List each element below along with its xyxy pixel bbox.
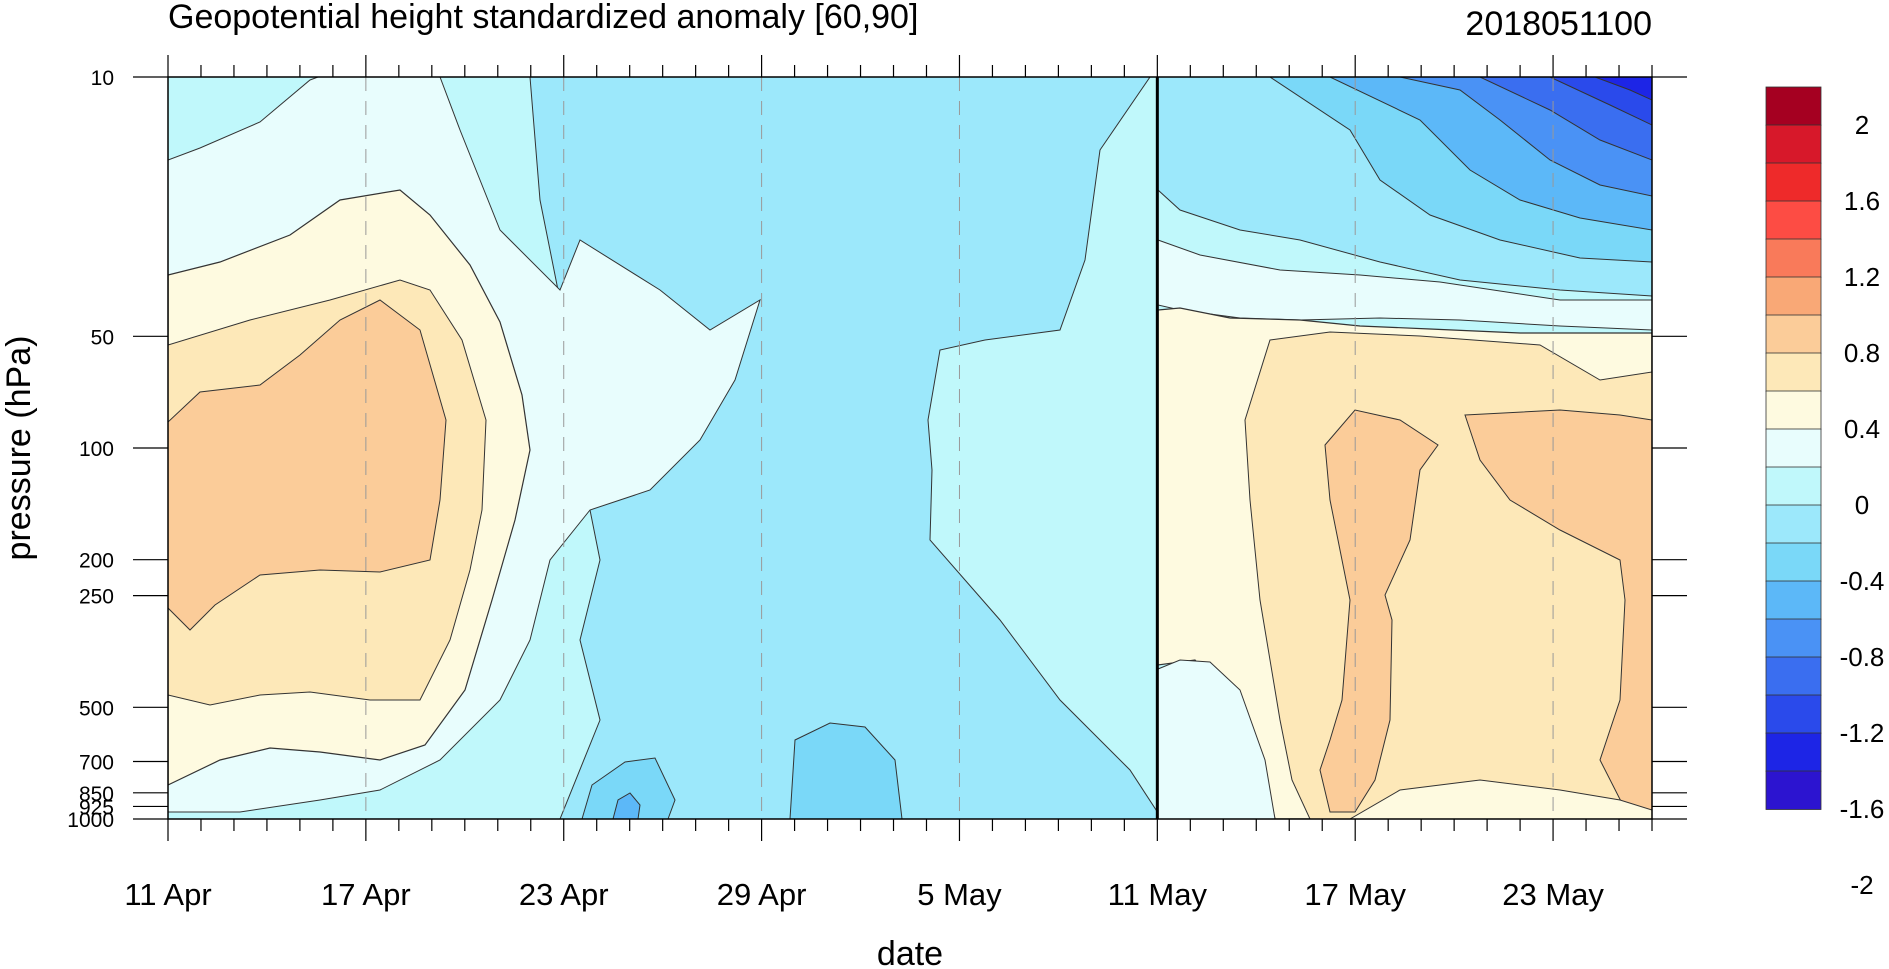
colorbar-label: -0.4 (1840, 566, 1885, 596)
date-grid (365, 77, 1554, 819)
colorbar-label: -2 (1850, 870, 1873, 900)
anomaly-band-positive-right-3 (1464, 409, 1652, 819)
colorbar-label: -1.6 (1840, 794, 1885, 824)
colorbar-swatch (1765, 694, 1822, 734)
y-tick-label: 500 (79, 697, 114, 720)
x-tick-label: 11 Apr (124, 877, 211, 912)
x-tick-label: 29 Apr (717, 877, 807, 912)
colorbar-swatch (1765, 770, 1822, 810)
y-tick-label: 1000 (67, 809, 114, 832)
y-tick-label: 100 (79, 438, 114, 461)
chart-title: Geopotential height standardized anomaly… (168, 0, 918, 36)
x-tick-labels: 11 Apr 17 Apr 23 Apr 29 Apr 5 May 11 May 17 Ma… (124, 877, 1604, 912)
colorbar-swatch (1765, 314, 1822, 354)
colorbar-swatch (1765, 390, 1822, 430)
colorbar-swatch (1765, 238, 1822, 278)
x-tick-label: 11 May (1108, 877, 1208, 912)
y-tick-label: 250 (79, 586, 114, 609)
colorbar-swatch (1765, 580, 1822, 620)
colorbar-label: 2 (1855, 110, 1869, 140)
colorbar-label: -1.2 (1840, 718, 1885, 748)
anomaly-band-negative-right-7 (1594, 77, 1652, 101)
anomaly-band-zero-right-surface (1157, 659, 1276, 819)
colorbar-swatch (1765, 732, 1822, 772)
colorbar-label: -0.8 (1840, 642, 1885, 672)
anomaly-band-negative-surface-b (612, 792, 641, 819)
colorbar-swatch (1765, 352, 1822, 392)
colorbar-swatch (1765, 618, 1822, 658)
y-tick-label: 925 (79, 796, 114, 819)
y-tick-label: 700 (79, 752, 114, 775)
colorbar-swatch (1765, 542, 1822, 582)
anomaly-band-negative-surface-c (789, 722, 903, 819)
x-tick-label: 23 Apr (519, 877, 609, 912)
colorbar-label: 0.8 (1844, 338, 1880, 368)
anomaly-band-positive-right-1 (1244, 331, 1652, 819)
y-tick-label: 850 (79, 783, 114, 806)
colorbar-swatch (1765, 504, 1822, 544)
axis-ticks (133, 55, 1687, 841)
y-tick-label: 200 (79, 550, 114, 573)
colorbar-label: 1.6 (1844, 186, 1880, 216)
colorbar-swatch (1765, 276, 1822, 316)
anomaly-band-negative-surface-a (581, 757, 676, 819)
colorbar-swatch (1765, 124, 1822, 164)
colorbar-label: 0.4 (1844, 414, 1880, 444)
y-tick-label: 10 (91, 67, 114, 90)
colorbar-swatch (1765, 162, 1822, 202)
x-tick-label: 17 May (1304, 877, 1406, 912)
colorbar-label: 0 (1855, 490, 1869, 520)
colorbar-swatch (1765, 466, 1822, 506)
x-tick-label: 23 May (1502, 877, 1604, 912)
y-tick-label: 50 (91, 326, 114, 349)
colorbar-swatch (1765, 428, 1822, 468)
x-tick-label: 17 Apr (321, 877, 411, 912)
y-axis-label: pressure (hPa) (0, 336, 38, 561)
anomaly-band-zero-right-bottom (1349, 779, 1652, 819)
date-stamp: 2018051100 (1465, 5, 1652, 43)
colorbar: 2 1.6 1.2 0.8 0.4 0 -0.4 -0.8 -1.2 -1.6 -2 (1765, 86, 1885, 900)
colorbar-swatch (1765, 86, 1822, 126)
colorbar-swatch (1765, 656, 1822, 696)
contour-fill-layer (168, 77, 1652, 819)
anomaly-band-positive-left-2 (168, 299, 447, 631)
colorbar-label: 1.2 (1844, 262, 1880, 292)
anomaly-band-positive-right-2 (1319, 409, 1439, 813)
x-tick-label: 5 May (917, 877, 1002, 912)
colorbar-swatch (1765, 200, 1822, 240)
x-axis-label: date (877, 935, 943, 969)
